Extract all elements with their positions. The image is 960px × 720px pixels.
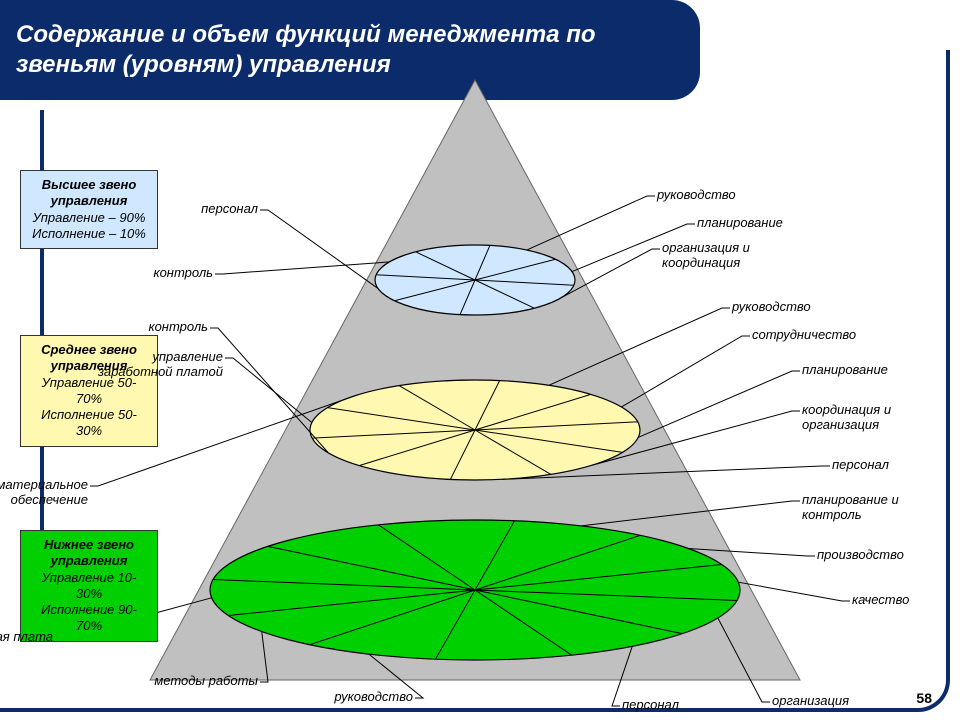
callout-bot-4: персонал — [622, 698, 679, 713]
callout-mid-5: контроль — [8, 320, 208, 335]
callout-mid-6: управление заработной платой — [93, 350, 223, 380]
callout-bot-5: руководство — [213, 690, 413, 705]
callout-top-2: организация и координация — [662, 241, 792, 271]
level-box-bot: Нижнее звено управления Управление 10-30… — [20, 530, 158, 642]
level-bot-line2: Исполнение 90-70% — [41, 602, 137, 633]
callout-mid-4: персонал — [832, 458, 889, 473]
callout-bot-7: заработная плата — [0, 630, 53, 645]
callout-top-3: персонал — [58, 202, 258, 217]
callout-mid-0: руководство — [732, 300, 811, 315]
callout-mid-3: координация и организация — [802, 403, 932, 433]
callout-mid-1: сотрудничество — [752, 328, 856, 343]
callout-mid-2: планирование — [802, 363, 888, 378]
level-top-line2: Исполнение – 10% — [32, 226, 146, 241]
callout-bot-0: планирование и контроль — [802, 493, 932, 523]
callout-top-0: руководство — [657, 188, 736, 203]
callout-bot-1: производство — [817, 548, 904, 563]
level-bot-title: Нижнее звено управления — [44, 537, 134, 568]
callout-mid-7: материальное обеспечение — [0, 478, 88, 508]
page-number: 58 — [916, 690, 932, 706]
callout-top-1: планирование — [697, 216, 783, 231]
callout-bot-3: организация — [772, 694, 849, 709]
level-bot-line1: Управление 10-30% — [42, 570, 137, 601]
callout-bot-2: качество — [852, 593, 909, 608]
callout-top-4: контроль — [13, 266, 213, 281]
level-mid-line2: Исполнение 50-30% — [41, 407, 137, 438]
callout-bot-6: методы работы — [58, 674, 258, 689]
